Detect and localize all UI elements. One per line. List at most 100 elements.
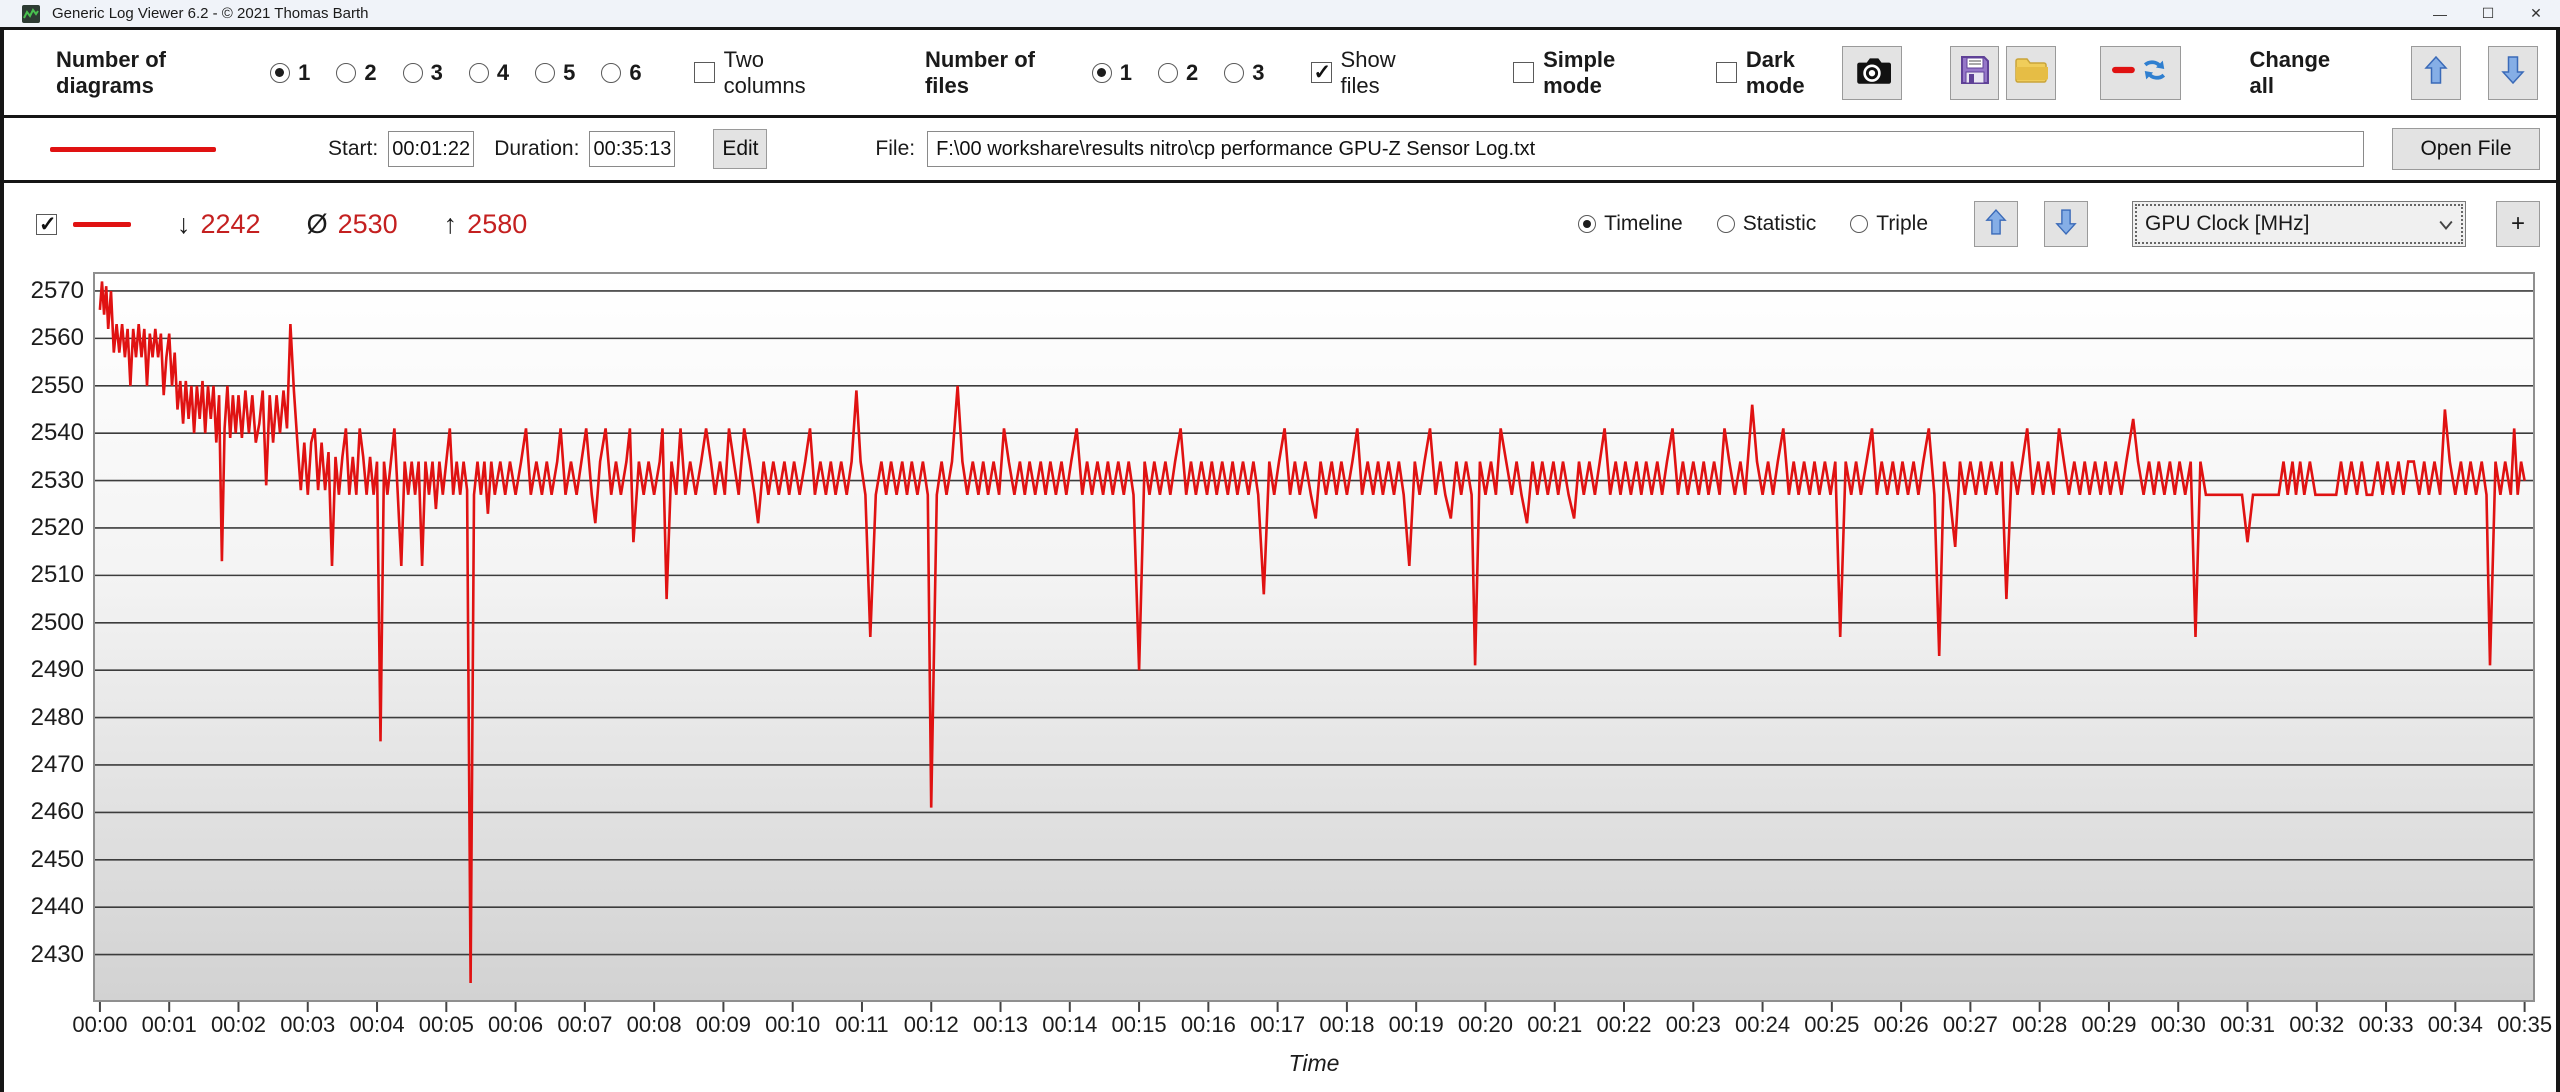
close-button[interactable]: ✕: [2530, 5, 2542, 21]
radio-button[interactable]: [535, 62, 556, 83]
y-tick-label: 2540: [30, 419, 84, 447]
radio-option-5[interactable]: 5: [535, 60, 575, 86]
y-tick-label: 2560: [30, 324, 84, 352]
dark-mode-checkbox-item[interactable]: Dark mode: [1715, 47, 1842, 99]
simple-mode-checkbox[interactable]: [1513, 62, 1535, 83]
x-tick-label: 00:12: [903, 1012, 959, 1037]
radio-button[interactable]: [1716, 215, 1735, 233]
radio-option-1[interactable]: 1: [1091, 59, 1133, 86]
show-files-checkbox-item[interactable]: Show files: [1310, 46, 1426, 99]
y-tick-label: 2570: [30, 276, 84, 304]
radio-button[interactable]: [1850, 215, 1869, 233]
chart-header-right: Timeline Statistic Triple GPU Clock [MHz] …: [1578, 201, 2556, 247]
x-tick-label: 00:01: [141, 1012, 197, 1037]
y-tick-label: 2520: [30, 513, 84, 541]
radio-option-triple[interactable]: Triple: [1850, 212, 1928, 236]
x-tick-label: 00:29: [2081, 1012, 2137, 1037]
toolbar: Number of diagrams 1 2 3 4 5 6 Two columns Nu…: [4, 30, 2556, 115]
x-tick-label: 00:11: [835, 1012, 889, 1037]
diagrams-label: Number of diagrams: [56, 46, 166, 98]
x-tick-label: 00:15: [1111, 1012, 1167, 1037]
y-tick-label: 2510: [30, 561, 84, 589]
camera-icon: [1853, 54, 1892, 91]
y-tick-label: 2480: [30, 703, 84, 731]
radio-label: 2: [1186, 59, 1199, 85]
radio-label: Triple: [1876, 212, 1928, 235]
radio-button[interactable]: [336, 62, 357, 83]
two-columns-checkbox-item[interactable]: Two columns: [693, 47, 833, 99]
simple-mode-checkbox-item[interactable]: Simple mode: [1513, 47, 1660, 99]
change-all-up-button[interactable]: [2411, 45, 2462, 100]
x-tick-label: 00:07: [557, 1012, 613, 1037]
change-all-label: Change all: [2249, 46, 2331, 98]
duration-input[interactable]: [589, 131, 676, 167]
chevron-down-icon: [2439, 212, 2453, 236]
open-folder-button[interactable]: [2006, 45, 2057, 100]
radio-button[interactable]: [1091, 62, 1112, 83]
radio-button[interactable]: [468, 62, 489, 83]
window-border-left: [0, 30, 4, 1092]
radio-button[interactable]: [402, 62, 423, 83]
series-stats: ↓ 2242 Ø 2530 ↑ 2580: [177, 209, 527, 240]
x-tick-label: 00:25: [1804, 1012, 1860, 1037]
radio-button[interactable]: [1578, 215, 1597, 233]
radio-button[interactable]: [270, 62, 291, 83]
radio-label: 2: [364, 59, 377, 85]
start-input[interactable]: [388, 131, 475, 167]
radio-label: 1: [1119, 59, 1133, 85]
radio-label: Timeline: [1604, 212, 1683, 235]
toolbar-right: Change all: [1842, 45, 2556, 100]
maximize-button[interactable]: ☐: [2481, 5, 2495, 21]
stat-max-value: 2580: [467, 208, 528, 239]
series-visible-checkbox[interactable]: [36, 212, 57, 237]
move-diagram-down-button[interactable]: [2044, 201, 2088, 247]
radio-option-6[interactable]: 6: [601, 60, 642, 86]
change-all-down-button[interactable]: [2488, 45, 2538, 100]
line-color-refresh-button[interactable]: [2100, 45, 2181, 100]
channel-select[interactable]: GPU Clock [MHz]: [2132, 201, 2466, 247]
two-columns-checkbox[interactable]: [693, 62, 715, 83]
radio-option-4[interactable]: 4: [468, 60, 509, 86]
show-files-label: Show files: [1340, 46, 1396, 98]
show-files-checkbox[interactable]: [1310, 60, 1332, 85]
edit-button[interactable]: Edit: [713, 129, 768, 169]
radio-label: 3: [1252, 59, 1265, 85]
chart-header: ↓ 2242 Ø 2530 ↑ 2580 Timeline Statistic Tr…: [4, 183, 2556, 265]
move-diagram-up-button[interactable]: [1974, 201, 2018, 247]
radio-option-2[interactable]: 2: [1158, 60, 1198, 86]
radio-button[interactable]: [1158, 62, 1179, 83]
radio-option-3[interactable]: 3: [1224, 59, 1265, 86]
dark-mode-checkbox[interactable]: [1715, 62, 1737, 83]
y-tick-label: 2440: [30, 893, 84, 921]
screenshot-button[interactable]: [1842, 45, 1902, 100]
radio-option-2[interactable]: 2: [336, 59, 377, 86]
radio-option-statistic[interactable]: Statistic: [1716, 212, 1816, 236]
radio-option-1[interactable]: 1: [270, 60, 310, 86]
open-file-button[interactable]: Open File: [2392, 128, 2540, 170]
save-button[interactable]: [1949, 45, 2000, 100]
file-row: Start: Duration: Edit File: Open File: [4, 118, 2556, 180]
x-tick-label: 00:24: [1735, 1012, 1791, 1037]
radio-button[interactable]: [601, 62, 622, 83]
radio-option-timeline[interactable]: Timeline: [1578, 212, 1683, 236]
y-tick-label: 2470: [30, 750, 84, 778]
add-channel-button[interactable]: +: [2496, 201, 2540, 247]
series-legend-line: [73, 221, 131, 227]
x-tick-label: 00:13: [972, 1012, 1029, 1037]
file-path-input[interactable]: [927, 131, 2364, 167]
arrow-down-icon: [2501, 54, 2525, 91]
title-bar: Generic Log Viewer 6.2 - © 2021 Thomas B…: [0, 0, 2560, 27]
divider: [0, 27, 2560, 30]
simple-mode-label: Simple mode: [1543, 46, 1616, 98]
timeline-chart[interactable]: [93, 272, 2535, 1017]
x-tick-label: 00:27: [1942, 1012, 1998, 1037]
arrow-down-icon: [2055, 208, 2077, 241]
radio-button[interactable]: [1224, 62, 1245, 83]
radio-option-3[interactable]: 3: [402, 60, 443, 86]
minimize-button[interactable]: —: [2433, 5, 2447, 22]
window-title: Generic Log Viewer 6.2 - © 2021 Thomas B…: [52, 5, 369, 22]
x-tick-label: 00:26: [1873, 1012, 1929, 1037]
x-tick-label: 00:10: [765, 1012, 821, 1037]
channel-selected-value: GPU Clock [MHz]: [2145, 212, 2310, 235]
stat-avg-value: 2530: [337, 208, 398, 239]
